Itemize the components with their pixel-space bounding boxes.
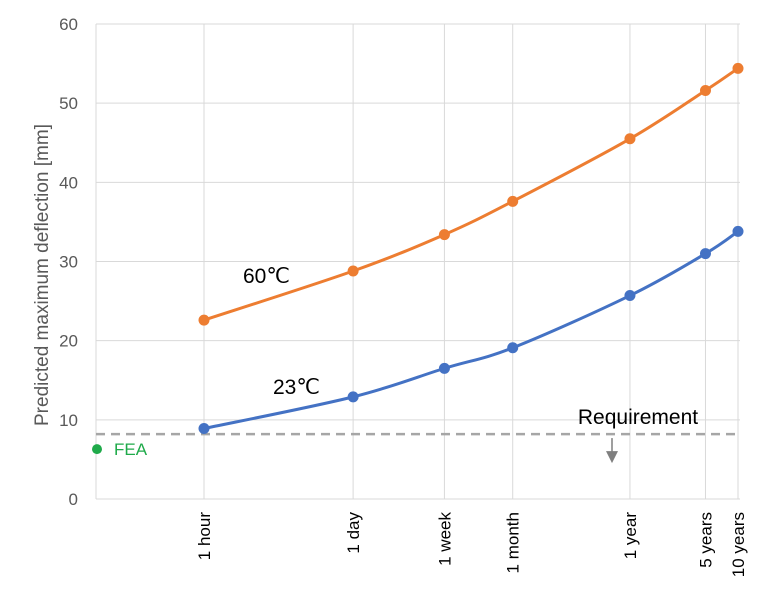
gridlines — [95, 23, 740, 500]
series-group — [198, 62, 744, 435]
y-tick-label: 20 — [59, 332, 78, 351]
requirement-arrow-icon — [606, 451, 618, 464]
x-tick-label: 1 week — [435, 512, 454, 566]
data-point — [624, 290, 636, 302]
data-point — [507, 342, 519, 354]
x-tick-label: 1 month — [504, 512, 523, 573]
y-axis-label: Predicted maximum deflection [mm] — [32, 124, 53, 426]
data-point — [438, 362, 450, 374]
data-point — [699, 248, 711, 260]
y-tick-label: 30 — [59, 253, 78, 272]
x-tick-label: 10 years — [729, 512, 748, 577]
x-tick-label: 1 day — [344, 512, 363, 554]
y-tick-label: 0 — [69, 490, 78, 509]
requirement-group: Requirement — [96, 406, 740, 464]
series-label-60c: 60℃ — [243, 265, 290, 288]
fea-point — [92, 444, 102, 455]
x-tick-label: 1 year — [621, 512, 640, 560]
data-point — [699, 85, 711, 96]
x-axis-ticks: 1 hour 1 day 1 week 1 month 1 year 5 years 10 … — [195, 512, 748, 578]
x-tick-label: 5 years — [696, 512, 715, 568]
y-tick-label: 50 — [59, 94, 78, 113]
fea-group: FEA — [92, 440, 148, 459]
data-point — [198, 314, 210, 326]
data-point — [198, 423, 210, 435]
data-point — [347, 265, 359, 277]
x-tick-label: 1 hour — [195, 512, 214, 561]
data-point — [732, 225, 744, 237]
data-point — [438, 229, 450, 241]
data-point — [732, 62, 744, 74]
requirement-label: Requirement — [578, 406, 698, 429]
y-tick-label: 60 — [59, 15, 78, 34]
data-point — [624, 133, 636, 145]
data-point — [347, 391, 359, 403]
y-axis-ticks: 0 10 20 30 40 50 60 — [59, 15, 78, 509]
series-label-23c: 23℃ — [273, 376, 320, 399]
fea-label: FEA — [114, 440, 148, 459]
y-tick-label: 40 — [59, 173, 78, 192]
data-point — [507, 195, 519, 207]
y-tick-label: 10 — [59, 411, 78, 430]
